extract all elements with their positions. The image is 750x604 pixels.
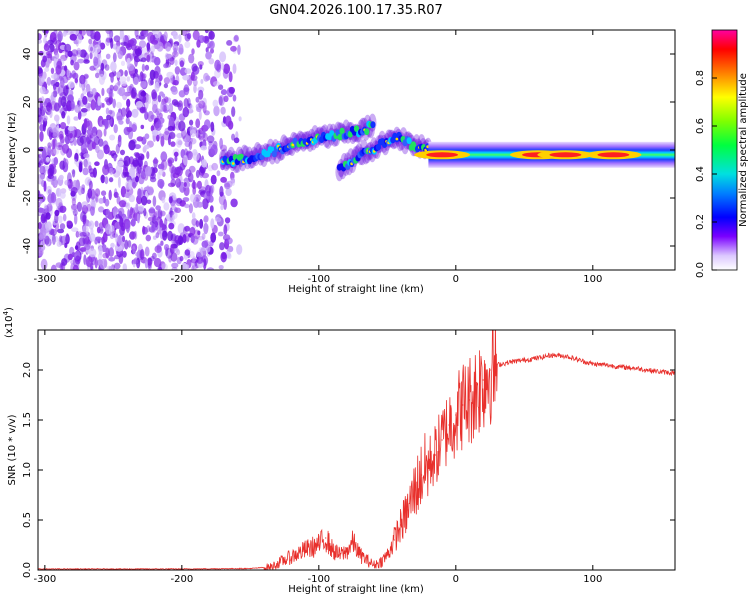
snr-y-tick-label: 1.5 [22, 412, 33, 428]
spectrogram-x-tick-label: -200 [170, 274, 193, 285]
snr-line [38, 330, 675, 570]
spectrogram-x-tick-label: -300 [33, 274, 56, 285]
carrier-band [414, 141, 675, 168]
snr-point [414, 489, 416, 491]
snr-point [523, 359, 525, 361]
colorbar-label: Normalized spectral amplitude [738, 73, 749, 227]
spectrogram-x-label: Height of straight line (km) [288, 284, 424, 295]
spectrogram-x-tick-label: -100 [307, 274, 330, 285]
snr-point [510, 361, 512, 363]
snr-point [400, 524, 402, 526]
snr-point [434, 454, 436, 456]
snr-point [564, 355, 567, 357]
snr-point [270, 566, 272, 568]
colorbar-tick-label: 0.0 [695, 262, 706, 278]
snr-point [318, 544, 320, 546]
snr-point [585, 361, 587, 363]
spectrogram-y-tick-label: 40 [22, 48, 33, 61]
snr-axes: -300 -200 -100 0 100 0.0 0.5 1.0 1.5 2.0 [22, 330, 675, 585]
snr-frame [37, 329, 676, 571]
colorbar-tick-label: 0.8 [695, 70, 706, 86]
snr-point [421, 474, 423, 476]
snr-point [605, 364, 608, 366]
snr-point [386, 554, 388, 556]
snr-point [592, 363, 594, 365]
snr-point [475, 389, 477, 391]
snr-point [489, 369, 491, 371]
snr-point [619, 366, 621, 368]
snr-point [496, 364, 498, 366]
colorbar-ticks: 0.0 0.2 0.4 0.6 0.8 [695, 70, 717, 278]
snr-point [331, 549, 334, 551]
trace-1 [218, 113, 377, 174]
snr-point [345, 551, 347, 553]
snr-x-tick-label: -300 [33, 574, 56, 585]
snr-point [427, 464, 429, 466]
snr-point [338, 554, 340, 556]
snr-y-tick-label: 0.5 [22, 512, 33, 528]
snr-point [578, 359, 580, 361]
snr-x-tick-label: -200 [170, 574, 193, 585]
snr-panel: -300 -200 -100 0 100 0.0 0.5 1.0 1.5 2.0 Height o… [2, 307, 676, 595]
snr-point [249, 567, 251, 570]
snr-y-tick-label: 2.0 [22, 362, 33, 378]
snr-point [284, 559, 286, 561]
snr-point [393, 539, 395, 541]
snr-point [468, 399, 471, 401]
spectrogram-y-tick-label: -20 [22, 190, 33, 206]
snr-point [571, 357, 573, 359]
spectrogram-y-tick-label: 20 [22, 96, 33, 109]
snr-point [441, 439, 443, 441]
colorbar-tick-label: 0.6 [695, 118, 706, 134]
spectrogram-x-tick-label: 0 [453, 274, 459, 285]
snr-y-exponent: (x104) [2, 307, 15, 338]
carrier-peak-core [426, 152, 459, 158]
snr-point [551, 354, 553, 356]
snr-y-tick-label: 0.0 [22, 562, 33, 578]
snr-point [462, 404, 464, 406]
snr-y-label: SNR (10 * v/v) [7, 414, 18, 485]
snr-point [379, 561, 382, 563]
snr-content [38, 330, 675, 570]
snr-point [448, 424, 450, 426]
snr-point [112, 568, 114, 570]
snr-point [660, 371, 662, 373]
colorbar-tick-label: 0.2 [695, 214, 706, 230]
noise-region [38, 30, 243, 270]
snr-point [537, 357, 539, 359]
snr-x-tick-label: 0 [453, 574, 459, 585]
colorbar-gradient [711, 29, 738, 271]
snr-x-tick-label: -100 [307, 574, 330, 585]
snr-point [482, 379, 484, 381]
snr-x-label: Height of straight line (km) [288, 584, 424, 595]
snr-point [407, 509, 409, 511]
spectrogram-y-tick-label: -40 [22, 238, 33, 254]
snr-x-tick-label: 100 [583, 574, 602, 585]
colorbar: 0.0 0.2 0.4 0.6 0.8 Normalized spectral ampl… [695, 29, 749, 278]
snr-point [304, 549, 306, 551]
colorbar-tick-label: 0.4 [695, 166, 706, 182]
carrier-peak-core [597, 152, 630, 158]
snr-y-tick-label: 1.0 [22, 462, 33, 478]
spectrogram-x-tick-label: 100 [583, 274, 602, 285]
trace-2 [335, 126, 433, 182]
snr-point [373, 564, 375, 566]
snr-point [325, 537, 327, 539]
snr-point [455, 414, 457, 416]
spectrogram-y-tick-label: 0 [22, 147, 33, 153]
figure-title: GN04.2026.100.17.35.R07 [269, 3, 443, 18]
spectrogram-content [38, 30, 675, 270]
snr-point [647, 369, 649, 371]
snr-point [352, 541, 354, 543]
carrier-peak-core [549, 152, 582, 158]
spectrogram-y-label: Frequency (Hz) [7, 112, 18, 188]
snr-point [633, 367, 635, 369]
snr-point [359, 554, 361, 556]
